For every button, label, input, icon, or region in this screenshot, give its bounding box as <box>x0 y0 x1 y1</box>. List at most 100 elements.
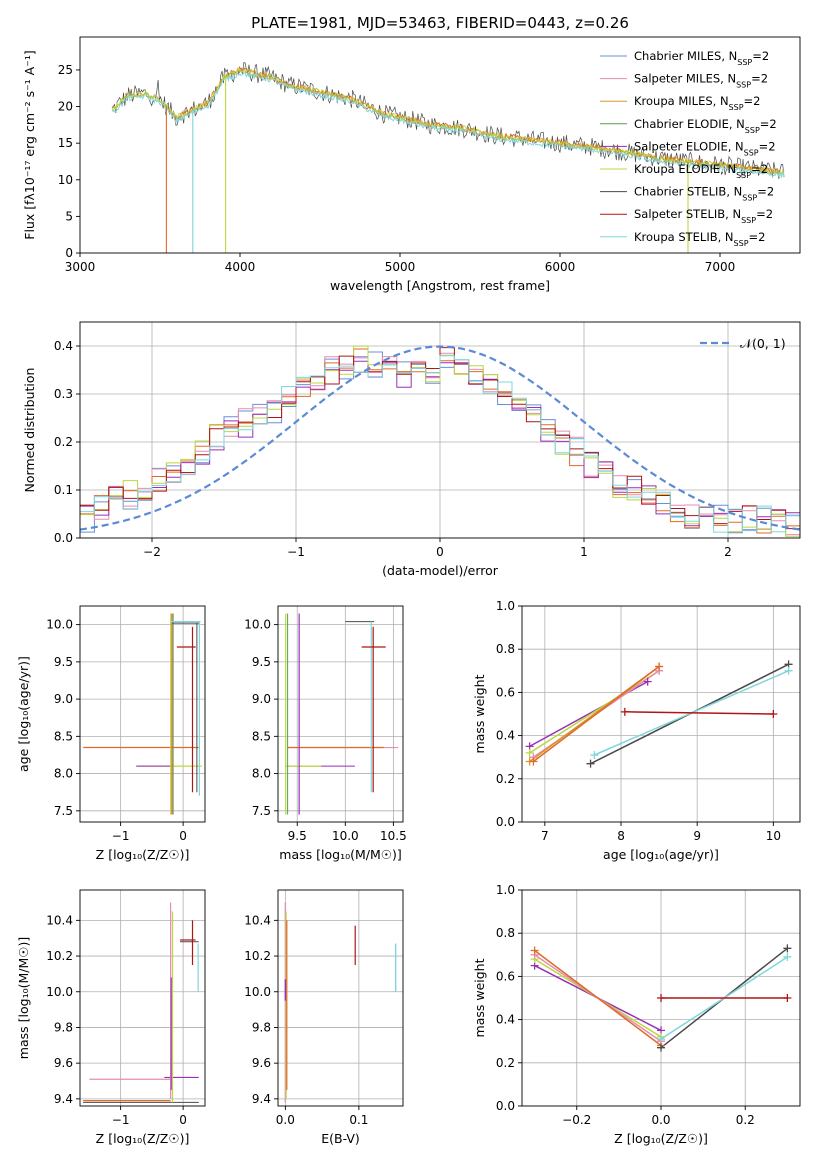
y-tick-label: 0.2 <box>496 772 515 786</box>
x-tick-label: 1 <box>580 545 588 559</box>
weight-marker <box>586 759 595 768</box>
weight-marker <box>657 1035 665 1044</box>
spectrum-frame <box>79 36 801 254</box>
y-tick-label: 10.0 <box>244 618 271 632</box>
mass-vs-z-plot-area <box>80 890 205 1106</box>
weight-vs-age-frame <box>521 605 801 823</box>
x-tick-label: 0.1 <box>349 1113 368 1127</box>
weight-vs-z-y-axis-label: mass weight <box>472 958 487 1037</box>
x-tick-label: 4000 <box>225 260 256 274</box>
legend-label: Kroupa ELODIE, NSSP=2 <box>634 162 768 180</box>
mass-vs-ebv-frame <box>277 889 404 1107</box>
legend-label: Chabrier STELIB, NSSP=2 <box>634 185 774 203</box>
y-tick-label: 9.8 <box>252 1020 271 1034</box>
y-tick-label: 25 <box>58 63 73 77</box>
age-vs-mass-plot-area <box>278 606 403 822</box>
weight-marker <box>620 707 629 716</box>
y-tick-label: 0.1 <box>54 483 73 497</box>
weight-marker <box>783 952 792 961</box>
y-tick-label: 0.4 <box>496 729 515 743</box>
y-tick-label: 8.5 <box>252 729 271 743</box>
weight-vs-age-y-axis-label: mass weight <box>472 674 487 753</box>
y-tick-label: 0.8 <box>496 642 515 656</box>
y-tick-label: 0.2 <box>54 435 73 449</box>
weight-line <box>529 670 660 754</box>
y-tick-label: 0.6 <box>496 969 515 983</box>
weight-marker <box>525 748 534 757</box>
y-tick-label: 9.0 <box>252 692 271 706</box>
weight-marker <box>783 944 792 953</box>
x-tick-label: 10.5 <box>380 829 407 843</box>
residuals-y-axis-label: Normed distribution <box>22 368 37 493</box>
legend-label: Chabrier MILES, NSSP=2 <box>634 49 769 67</box>
y-tick-label: 15 <box>58 136 73 150</box>
mass-vs-z-y-axis-label: mass [log₁₀(M/M☉)] <box>16 937 31 1059</box>
y-tick-label: 5 <box>65 209 73 223</box>
x-tick-label: 0 <box>179 1113 187 1127</box>
weight-marker <box>655 662 664 671</box>
weight-marker <box>530 946 539 955</box>
x-tick-label: 8 <box>617 829 625 843</box>
x-tick-label: 0.0 <box>276 1113 295 1127</box>
mass-vs-ebv-plot-area <box>278 890 403 1106</box>
y-tick-label: 9.4 <box>54 1092 73 1106</box>
y-tick-label: 10.4 <box>46 913 73 927</box>
x-tick-label: 3000 <box>65 260 96 274</box>
weight-marker <box>529 757 538 766</box>
legend-label: Kroupa STELIB, NSSP=2 <box>634 230 765 248</box>
y-tick-label: 0.3 <box>54 387 73 401</box>
legend-label: Salpeter ELODIE, NSSP=2 <box>634 139 776 157</box>
weight-marker <box>784 666 793 675</box>
y-tick-label: 9.5 <box>252 655 271 669</box>
x-tick-label: −2 <box>143 545 161 559</box>
weight-marker <box>657 1043 665 1052</box>
y-tick-label: 10.0 <box>244 985 271 999</box>
weight-marker <box>590 751 599 760</box>
x-tick-label: 10 <box>766 829 781 843</box>
y-tick-label: 9.0 <box>54 692 73 706</box>
y-tick-label: 10.4 <box>244 913 271 927</box>
x-tick-label: 7000 <box>705 260 736 274</box>
y-tick-label: 0.2 <box>496 1056 515 1070</box>
weight-marker <box>769 710 778 718</box>
y-tick-label: 10.2 <box>46 949 73 963</box>
residuals-frame <box>79 321 801 539</box>
y-tick-label: 20 <box>58 100 73 114</box>
age-vs-z-plot-area <box>80 606 205 822</box>
y-tick-label: 9.6 <box>54 1056 73 1070</box>
y-tick-label: 0 <box>65 246 73 260</box>
x-tick-label: 2 <box>724 545 732 559</box>
y-tick-label: 10.0 <box>46 985 73 999</box>
spectrum-x-axis-label: wavelength [Angstrom, rest frame] <box>330 278 550 293</box>
spectrum-y-axis-label: Flux [fλ10⁻¹⁷ erg cm⁻² s⁻¹ A⁻¹] <box>22 50 37 239</box>
histogram-series <box>80 345 800 537</box>
y-tick-label: 10.0 <box>46 618 73 632</box>
spectrum-title: PLATE=1981, MJD=53463, FIBERID=0443, z=0… <box>251 14 629 32</box>
spectrum-plot-area <box>111 62 785 253</box>
y-tick-label: 8.0 <box>252 767 271 781</box>
y-tick-label: 0.6 <box>496 685 515 699</box>
x-tick-label: −1 <box>287 545 305 559</box>
histogram-series <box>80 355 800 533</box>
y-tick-label: 10 <box>58 173 73 187</box>
x-tick-label: 5000 <box>385 260 416 274</box>
legend-label: Salpeter MILES, NSSP=2 <box>634 72 768 90</box>
mass-vs-z-x-axis-label: Z [log₁₀(Z/Z☉)] <box>96 1131 190 1146</box>
x-tick-label: 6000 <box>545 260 576 274</box>
weight-vs-z-frame <box>521 889 801 1107</box>
y-tick-label: 8.5 <box>54 729 73 743</box>
residuals-x-axis-label: (data-model)/error <box>382 563 499 578</box>
age-vs-mass-frame <box>277 605 404 823</box>
x-tick-label: −1 <box>112 1113 130 1127</box>
x-tick-label: 0 <box>179 829 187 843</box>
y-tick-label: 0.0 <box>496 815 515 829</box>
y-tick-label: 10.2 <box>244 949 271 963</box>
x-tick-label: 9 <box>693 829 701 843</box>
y-tick-label: 0.0 <box>496 1099 515 1113</box>
x-tick-label: 0.2 <box>736 1113 755 1127</box>
mass-vs-ebv-x-axis-label: E(B-V) <box>321 1131 360 1146</box>
legend-label: 𝒩(0, 1) <box>740 336 786 351</box>
age-vs-mass-x-axis-label: mass [log₁₀(M/M☉)] <box>279 847 401 862</box>
y-tick-label: 0.4 <box>54 339 73 353</box>
x-tick-label: −0.2 <box>562 1113 591 1127</box>
